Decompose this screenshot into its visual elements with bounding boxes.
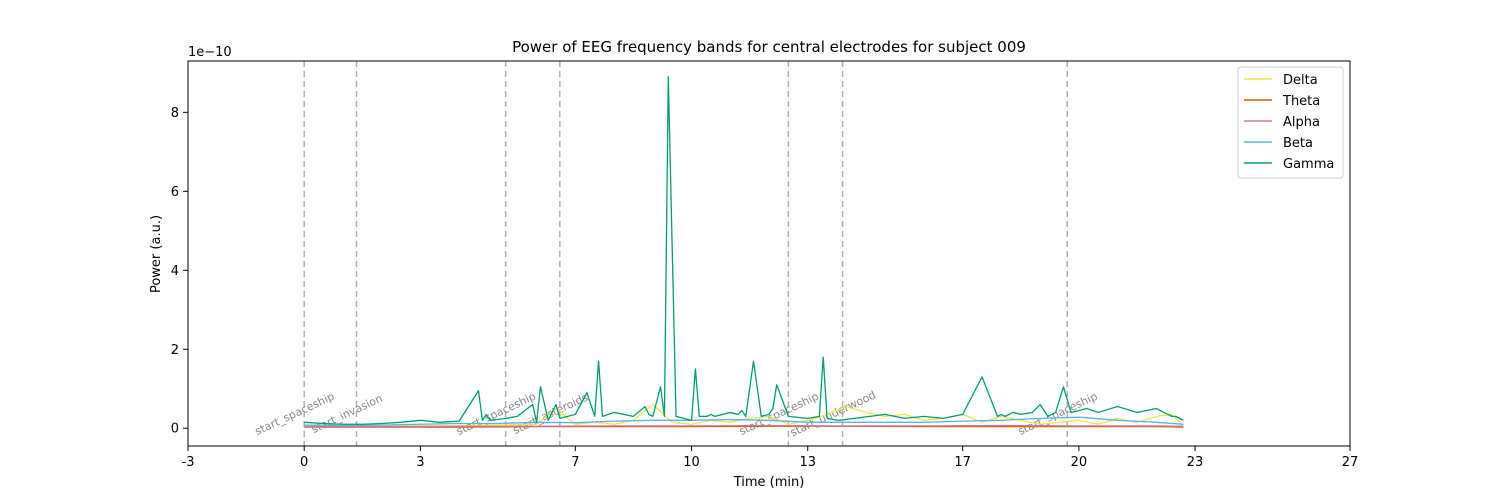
y-tick-label: 4 <box>171 264 179 279</box>
x-tick-label: 17 <box>954 455 971 470</box>
y-axis-ticks: 0 2 4 6 8 <box>171 106 188 437</box>
x-tick-label: 20 <box>1071 455 1088 470</box>
y-tick-label: 2 <box>171 343 179 358</box>
x-axis-label: Time (min) <box>733 475 805 490</box>
legend-entry-label: Delta <box>1283 73 1318 88</box>
x-tick-label: -3 <box>182 455 195 470</box>
x-tick-label: 0 <box>300 455 308 470</box>
legend-entry-label: Gamma <box>1283 157 1334 172</box>
y-tick-label: 6 <box>171 185 179 200</box>
y-tick-label: 0 <box>171 422 179 437</box>
y-axis-scale-label: 1e−10 <box>188 45 232 60</box>
x-tick-label: 13 <box>799 455 816 470</box>
series-lines <box>304 76 1184 428</box>
x-tick-label: 3 <box>416 455 424 470</box>
y-tick-label: 8 <box>171 106 179 121</box>
chart-title: Power of EEG frequency bands for central… <box>512 38 1026 56</box>
x-tick-label: 27 <box>1342 455 1359 470</box>
x-tick-label: 10 <box>683 455 700 470</box>
series-line-alpha <box>304 424 1184 428</box>
x-tick-label: 23 <box>1187 455 1204 470</box>
legend-entry-label: Theta <box>1282 94 1320 109</box>
legend-box <box>1237 66 1344 179</box>
plot-area-frame <box>187 60 1351 447</box>
series-line-beta <box>304 416 1184 427</box>
x-tick-label: 7 <box>571 455 579 470</box>
series-line-delta <box>304 403 1184 427</box>
legend: Delta Theta Alpha Beta Gamma <box>1237 66 1344 179</box>
x-axis-ticks: -3 0 3 7 10 13 17 20 23 27 <box>182 446 1359 470</box>
legend-entry-label: Beta <box>1283 136 1313 151</box>
y-axis-label: Power (a.u.) <box>149 215 164 293</box>
series-line-theta <box>304 425 1184 428</box>
series-line-gamma <box>304 76 1184 425</box>
event-label: start_spaceship <box>1016 390 1100 438</box>
legend-entry-label: Alpha <box>1283 115 1320 130</box>
